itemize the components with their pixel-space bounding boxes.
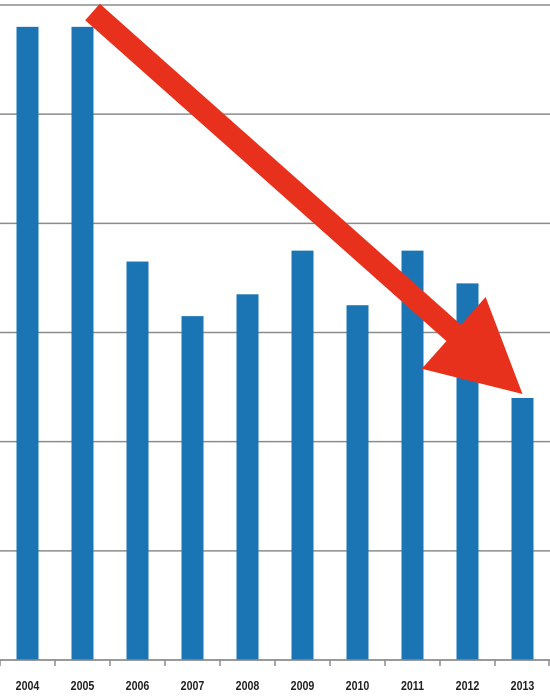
bar-2010	[346, 305, 369, 660]
bar-2005	[71, 26, 94, 661]
x-tick-labels: 2004 2005 2006 2007 2008 2009 2010 2011 2012 2013	[16, 678, 535, 693]
bar-2013	[511, 398, 534, 660]
x-axis	[0, 659, 550, 666]
x-tick-label-2013: 2013	[511, 678, 535, 693]
bar-2007	[181, 316, 204, 660]
bar-2006	[126, 261, 149, 660]
x-tick-label-2005: 2005	[71, 678, 95, 693]
x-tick-label-2011: 2011	[401, 678, 424, 693]
x-tick-label-2006: 2006	[126, 678, 150, 693]
x-tick-label-2008: 2008	[236, 678, 260, 693]
x-tick-label-2012: 2012	[456, 678, 480, 693]
x-tick-label-2009: 2009	[291, 678, 315, 693]
x-tick-label-2004: 2004	[16, 678, 40, 693]
bar-2008	[236, 294, 259, 660]
trend-arrow-shape	[85, 3, 523, 395]
trend-arrow	[85, 3, 523, 395]
bar-2011	[401, 250, 424, 660]
bar-2004	[16, 26, 39, 661]
bars	[16, 26, 534, 661]
x-tick-label-2007: 2007	[181, 678, 205, 693]
x-tick-label-2010: 2010	[346, 678, 370, 693]
bar-2009	[291, 250, 314, 660]
